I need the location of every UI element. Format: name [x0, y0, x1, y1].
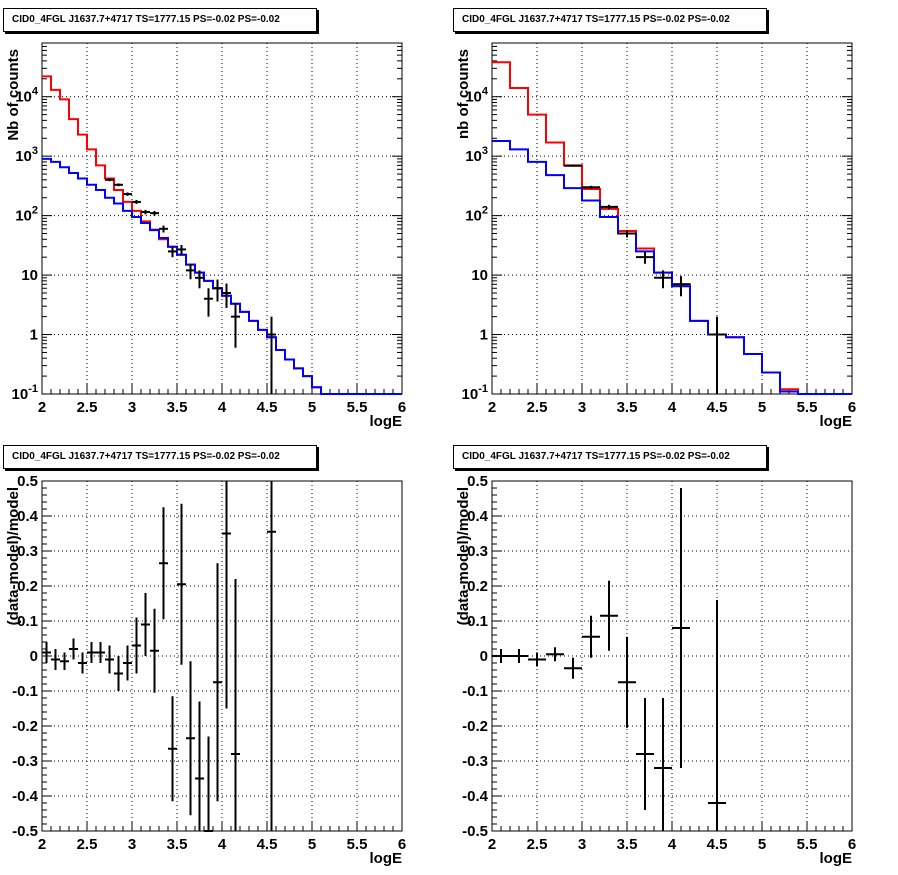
x-tick-label: 3.5	[167, 836, 188, 853]
x-tick-label: 5	[308, 399, 316, 416]
x-tick-label: 4	[668, 836, 677, 853]
x-tick-label: 4	[218, 399, 227, 416]
x-tick-label: 4.5	[707, 399, 728, 416]
y-tick-label: 104	[465, 86, 489, 106]
y-tick-label: 102	[15, 205, 38, 225]
y-tick-label: -0.1	[12, 683, 38, 700]
y-tick-label: 10	[21, 267, 38, 284]
x-tick-label: 3	[128, 399, 136, 416]
x-tick-label: 4.5	[257, 399, 278, 416]
x-tick-label: 5	[758, 836, 766, 853]
x-tick-label: 4.5	[707, 836, 728, 853]
y-axis-title: (data-model)/model	[5, 487, 22, 625]
y-tick-label: -0.1	[462, 683, 488, 700]
y-tick-label: 0.4	[17, 508, 39, 525]
x-tick-label: 2	[38, 836, 46, 853]
x-tick-label: 5.5	[347, 836, 368, 853]
y-tick-label: 10-1	[462, 383, 488, 403]
y-tick-label: -0.4	[462, 788, 489, 805]
y-tick-label: 10-1	[12, 383, 38, 403]
y-axis-title: (data-model)/model	[455, 487, 472, 625]
x-tick-label: 2.5	[527, 399, 548, 416]
x-tick-label: 3	[578, 399, 586, 416]
y-tick-label: 102	[465, 205, 488, 225]
x-tick-label: 5.5	[347, 399, 368, 416]
panel-2: 2 2.5 3 3.5 4 4.5 5 5.5 6 -0.5 -0.4 -0.3 -0.2 -0.1 0 0.…	[5, 473, 406, 867]
x-tick-label: 3.5	[617, 836, 638, 853]
y-tick-label: 103	[465, 145, 488, 165]
x-axis-title: logE	[370, 850, 403, 867]
x-tick-label: 4	[218, 836, 227, 853]
y-tick-label: -0.3	[12, 753, 38, 770]
x-tick-label: 4.5	[257, 836, 278, 853]
y-tick-label: 0.2	[467, 578, 488, 595]
x-tick-label: 2	[38, 399, 46, 416]
y-tick-label: 0	[480, 648, 488, 665]
x-tick-label: 6	[848, 399, 856, 416]
y-tick-label: 0.1	[17, 613, 38, 630]
histogram-background-model	[42, 157, 402, 395]
x-tick-label: 3	[578, 836, 586, 853]
x-axis-title: logE	[820, 850, 853, 867]
panel-title-top-right: CID0_4FGL J1637.7+4717 TS=1777.15 PS=-0.…	[453, 8, 767, 32]
y-tick-label: 0.1	[467, 613, 488, 630]
x-tick-label: 2.5	[77, 399, 98, 416]
y-tick-label: 0.3	[467, 543, 488, 560]
x-tick-label: 5	[308, 836, 316, 853]
y-tick-label: -0.2	[12, 718, 38, 735]
panel-title-bottom-right: CID0_4FGL J1637.7+4717 TS=1777.15 PS=-0.…	[453, 445, 767, 469]
panel-title-top-left: CID0_4FGL J1637.7+4717 TS=1777.15 PS=-0.…	[3, 8, 317, 32]
x-tick-label: 3.5	[167, 399, 188, 416]
x-tick-label: 5	[758, 399, 766, 416]
panel-3: 2 2.5 3 3.5 4 4.5 5 5.5 6 -0.5 -0.4 -0.3 -0.2 -0.1 0 0.…	[455, 473, 856, 867]
x-tick-label: 4	[668, 399, 677, 416]
y-tick-label: -0.5	[12, 823, 38, 840]
y-tick-label: 1	[30, 327, 38, 344]
x-tick-label: 6	[848, 836, 856, 853]
y-tick-label: 0.5	[467, 473, 488, 490]
y-tick-label: 1	[480, 327, 488, 344]
x-tick-label: 6	[398, 399, 406, 416]
y-axis-title: Nb of counts	[5, 49, 22, 141]
y-tick-label: 0.5	[17, 473, 38, 490]
x-axis-title: logE	[820, 413, 853, 430]
x-tick-label: 2.5	[77, 836, 98, 853]
x-tick-label: 3.5	[617, 399, 638, 416]
x-tick-label: 2.5	[527, 836, 548, 853]
y-tick-label: 10	[471, 267, 488, 284]
y-tick-label: -0.4	[12, 788, 39, 805]
y-tick-label: -0.5	[462, 823, 488, 840]
x-tick-label: 2	[488, 836, 496, 853]
y-tick-label: 0.3	[17, 543, 38, 560]
panel-1: 2 2.5 3 3.5 4 4.5 5 5.5 6 10-1 1 10 102 103 104 logE nb …	[455, 42, 856, 430]
x-tick-label: 5.5	[797, 399, 818, 416]
x-tick-label: 3	[128, 836, 136, 853]
y-tick-label: -0.2	[462, 718, 488, 735]
y-axis-title: nb of counts	[455, 49, 472, 139]
y-tick-label: -0.3	[462, 753, 488, 770]
panel-title-bottom-left: CID0_4FGL J1637.7+4717 TS=1777.15 PS=-0.…	[3, 445, 317, 469]
panel-0: 2 2.5 3 3.5 4 4.5 5 5.5 6 10-1 1 10 102 103 104 logE Nb …	[5, 42, 406, 430]
x-axis-title: logE	[370, 413, 403, 430]
y-tick-label: 0.2	[17, 578, 38, 595]
y-tick-label: 104	[15, 86, 39, 106]
x-tick-label: 6	[398, 836, 406, 853]
y-tick-label: 103	[15, 145, 38, 165]
x-tick-label: 2	[488, 399, 496, 416]
x-tick-label: 5.5	[797, 836, 818, 853]
y-tick-label: 0	[30, 648, 38, 665]
y-tick-label: 0.4	[467, 508, 489, 525]
